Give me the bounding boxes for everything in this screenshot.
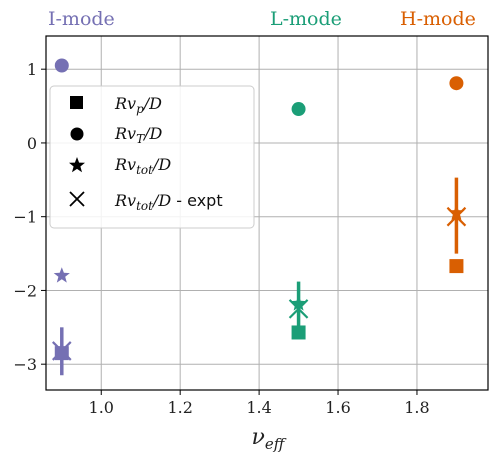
x-axis-label: νeff	[252, 425, 287, 453]
legend-box	[49, 85, 255, 229]
legend: Rvp/D RvT/D Rvtot/D Rvtot/D - expt	[49, 85, 255, 229]
legend-x-marker	[69, 191, 85, 207]
x-tick-label: 1.0	[89, 398, 114, 417]
star-marker-rvtot	[290, 295, 307, 311]
data-marks	[52, 58, 467, 376]
x-tick-label: 1.2	[167, 398, 192, 417]
legend-label-rvtot: Rvtot/D	[114, 155, 171, 177]
legend-star-marker	[69, 157, 85, 173]
y-tick-label: −2	[13, 281, 37, 300]
x-tick-label: 1.6	[325, 398, 350, 417]
legend-label-rvp: Rvp/D	[114, 94, 162, 116]
circle-marker-rvt	[291, 102, 306, 117]
square-marker-rvp	[449, 259, 464, 274]
x-tick-label: 1.4	[246, 398, 271, 417]
y-tick-label: 1	[27, 60, 37, 79]
legend-circle-marker	[70, 127, 84, 141]
circle-marker-rvt	[449, 76, 464, 91]
square-marker-rvp	[54, 346, 69, 361]
circle-marker-rvt	[54, 58, 69, 73]
y-tick-label: 0	[27, 134, 37, 153]
square-marker-rvp	[291, 325, 306, 340]
y-tick-label: −3	[13, 355, 37, 374]
legend-label-rvt: RvT/D	[114, 124, 163, 146]
legend-square-marker	[70, 96, 83, 109]
mode-label-h-mode: H-mode	[400, 8, 476, 30]
axis-ticks: 1.0 1.2 1.4 1.6 1.8 −3 −2 −1 0 1	[13, 60, 429, 417]
mode-label-i-mode: I-mode	[48, 8, 115, 30]
star-marker-rvtot	[448, 204, 465, 220]
star-marker-rvtot	[53, 267, 70, 283]
y-tick-label: −1	[13, 208, 37, 227]
x-tick-label: 1.8	[404, 398, 429, 417]
legend-label-rvtot-expt: Rvtot/D - expt	[114, 191, 223, 213]
x-marker-expt	[446, 206, 467, 227]
x-marker-expt	[288, 299, 309, 319]
plot-frame	[45, 35, 489, 391]
x-marker-expt	[52, 341, 72, 361]
mode-label-l-mode: L-mode	[270, 8, 342, 30]
